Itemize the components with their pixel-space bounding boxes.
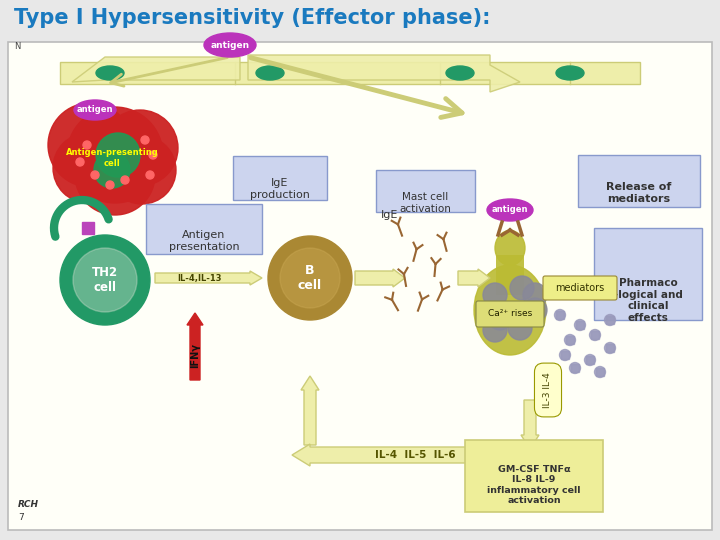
Circle shape (570, 362, 580, 374)
Circle shape (106, 181, 114, 189)
FancyBboxPatch shape (496, 255, 524, 295)
FancyBboxPatch shape (146, 204, 262, 254)
Circle shape (280, 248, 340, 308)
Circle shape (483, 283, 507, 307)
Text: B
cell: B cell (298, 264, 322, 292)
Text: IL-4  IL-5  IL-6: IL-4 IL-5 IL-6 (374, 450, 455, 460)
Circle shape (268, 236, 352, 320)
FancyArrow shape (187, 313, 203, 380)
FancyBboxPatch shape (8, 42, 712, 530)
FancyBboxPatch shape (60, 62, 640, 84)
Text: 7: 7 (18, 513, 24, 522)
Circle shape (102, 110, 178, 186)
Ellipse shape (74, 100, 116, 120)
Circle shape (590, 329, 600, 341)
FancyArrow shape (301, 376, 319, 445)
Text: Pharmaco
-logical and
clinical
effects: Pharmaco -logical and clinical effects (613, 278, 683, 323)
Ellipse shape (96, 66, 124, 80)
Ellipse shape (474, 265, 546, 355)
FancyArrow shape (155, 271, 262, 285)
Polygon shape (72, 57, 240, 82)
Ellipse shape (256, 66, 284, 80)
Circle shape (53, 133, 123, 203)
FancyBboxPatch shape (578, 155, 700, 207)
Polygon shape (248, 55, 520, 92)
Ellipse shape (487, 199, 533, 221)
Circle shape (121, 176, 129, 184)
Text: IL-3 IL-4: IL-3 IL-4 (544, 372, 552, 408)
FancyBboxPatch shape (233, 156, 327, 200)
Text: N: N (14, 42, 20, 51)
Circle shape (508, 316, 532, 340)
Circle shape (146, 171, 154, 179)
Circle shape (559, 349, 570, 361)
Circle shape (483, 318, 507, 342)
Text: Release of
mediators: Release of mediators (606, 182, 672, 204)
Circle shape (76, 158, 84, 166)
Circle shape (96, 133, 140, 177)
Text: mediators: mediators (555, 283, 605, 293)
Circle shape (564, 334, 575, 346)
FancyBboxPatch shape (376, 170, 475, 212)
Circle shape (510, 276, 534, 300)
Circle shape (605, 342, 616, 354)
Ellipse shape (204, 33, 256, 57)
FancyBboxPatch shape (594, 228, 702, 320)
Text: antigen: antigen (210, 40, 250, 50)
Text: antigen: antigen (492, 206, 528, 214)
Circle shape (595, 367, 606, 377)
Circle shape (108, 136, 176, 204)
Circle shape (73, 248, 137, 312)
Text: GM-CSF TNFα
IL-8 IL-9
inflammatory cell
activation: GM-CSF TNFα IL-8 IL-9 inflammatory cell … (487, 465, 581, 505)
Ellipse shape (495, 231, 525, 266)
Circle shape (141, 136, 149, 144)
Text: IgE
production: IgE production (250, 178, 310, 200)
FancyBboxPatch shape (543, 276, 617, 300)
FancyBboxPatch shape (465, 440, 603, 512)
Circle shape (149, 151, 157, 159)
Circle shape (91, 171, 99, 179)
Circle shape (60, 235, 150, 325)
Ellipse shape (556, 66, 584, 80)
Circle shape (94, 152, 130, 188)
Text: antigen: antigen (77, 105, 113, 114)
FancyArrow shape (355, 269, 405, 287)
Text: Type I Hypersensitivity (Effector phase):: Type I Hypersensitivity (Effector phase)… (14, 8, 490, 28)
Circle shape (575, 320, 585, 330)
Text: IL-4,IL-13: IL-4,IL-13 (178, 273, 222, 282)
Circle shape (488, 306, 512, 330)
Circle shape (75, 135, 155, 215)
FancyBboxPatch shape (476, 301, 544, 327)
Text: TH2
cell: TH2 cell (92, 266, 118, 294)
Ellipse shape (446, 66, 474, 80)
Text: IgE: IgE (382, 210, 399, 220)
Circle shape (554, 309, 565, 321)
FancyArrow shape (292, 444, 530, 466)
FancyArrow shape (521, 400, 539, 449)
Circle shape (605, 314, 616, 326)
Text: Ca²⁺ rises: Ca²⁺ rises (488, 309, 532, 319)
Circle shape (48, 103, 132, 187)
Circle shape (523, 283, 547, 307)
Text: Antigen-presenting
cell: Antigen-presenting cell (66, 148, 158, 168)
Circle shape (83, 141, 91, 149)
Circle shape (523, 298, 547, 322)
Text: IFNγ: IFNγ (190, 342, 200, 368)
Text: Mast cell
activation: Mast cell activation (399, 192, 451, 214)
Text: RCH: RCH (18, 500, 39, 509)
Text: Antigen
presentation: Antigen presentation (168, 230, 239, 252)
Circle shape (585, 354, 595, 366)
Circle shape (67, 107, 163, 203)
FancyArrow shape (458, 269, 490, 287)
